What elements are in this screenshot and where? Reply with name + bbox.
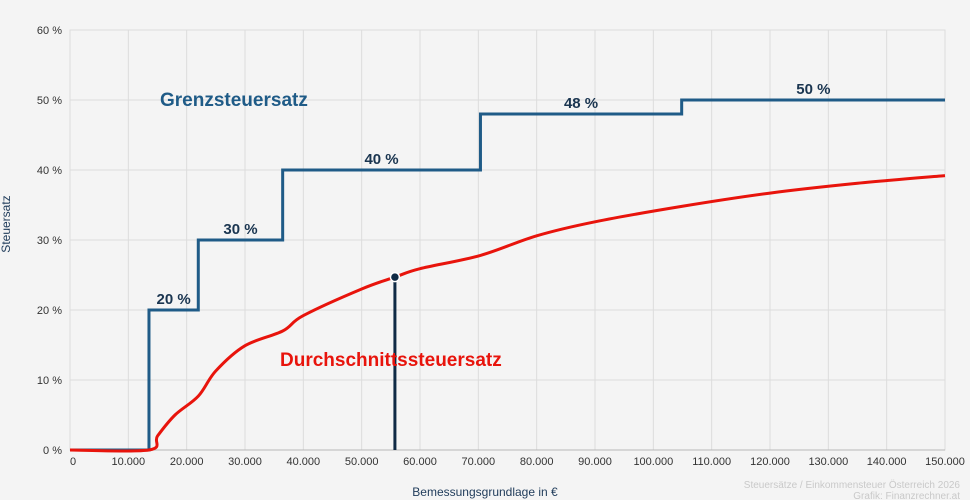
bracket-label: 50 % <box>796 81 830 98</box>
x-tick-label: 70.000 <box>462 456 496 468</box>
durchschnittssteuersatz-line <box>69 174 946 453</box>
y-axis-ticks: 0 % 10 % 20 % 30 % 40 % 50 % 60 % <box>37 25 62 457</box>
y-tick-label: 20 % <box>37 305 62 317</box>
x-tick-label: 10.000 <box>112 456 146 468</box>
bracket-label: 48 % <box>564 95 598 112</box>
grenzsteuersatz-line <box>70 98 945 452</box>
y-tick-label: 40 % <box>37 165 62 177</box>
y-tick-label: 60 % <box>37 25 62 37</box>
x-axis-label: Bemessungsgrundlage in € <box>412 485 558 499</box>
bracket-labels: 20 % 30 % 40 % 48 % 50 % <box>157 81 831 308</box>
bracket-label: 40 % <box>364 151 398 168</box>
credit-line-2: Grafik: Finanzrechner.at <box>853 491 960 500</box>
x-tick-label: 150.000 <box>925 456 965 468</box>
grenzsteuersatz-label: Grenzsteuersatz <box>160 90 308 111</box>
durchschnittssteuersatz-label: Durchschnittssteuersatz <box>280 350 502 371</box>
x-axis-ticks: 0 10.000 20.000 30.000 40.000 50.000 60.000 70.… <box>70 456 965 468</box>
x-tick-label: 60.000 <box>403 456 437 468</box>
y-tick-label: 30 % <box>37 235 62 247</box>
y-axis-label: Steuersatz <box>0 195 13 252</box>
x-tick-label: 20.000 <box>170 456 204 468</box>
bracket-label: 20 % <box>157 291 191 308</box>
x-tick-label: 40.000 <box>287 456 321 468</box>
y-tick-label: 0 % <box>43 445 62 457</box>
x-tick-label: 140.000 <box>867 456 907 468</box>
y-tick-label: 50 % <box>37 95 62 107</box>
credit-line-1: Steuersätze / Einkommensteuer Österreich… <box>744 479 961 491</box>
marker-dot <box>389 271 401 283</box>
x-tick-label: 30.000 <box>228 456 262 468</box>
x-tick-label: 50.000 <box>345 456 379 468</box>
x-tick-label: 0 <box>70 456 76 468</box>
x-tick-label: 130.000 <box>808 456 848 468</box>
bracket-label: 30 % <box>223 221 257 238</box>
y-tick-label: 10 % <box>37 375 62 387</box>
x-tick-label: 110.000 <box>692 456 731 468</box>
x-tick-label: 90.000 <box>578 456 612 468</box>
x-tick-label: 80.000 <box>520 456 554 468</box>
x-tick-label: 120.000 <box>750 456 790 468</box>
x-tick-label: 100.000 <box>633 456 673 468</box>
